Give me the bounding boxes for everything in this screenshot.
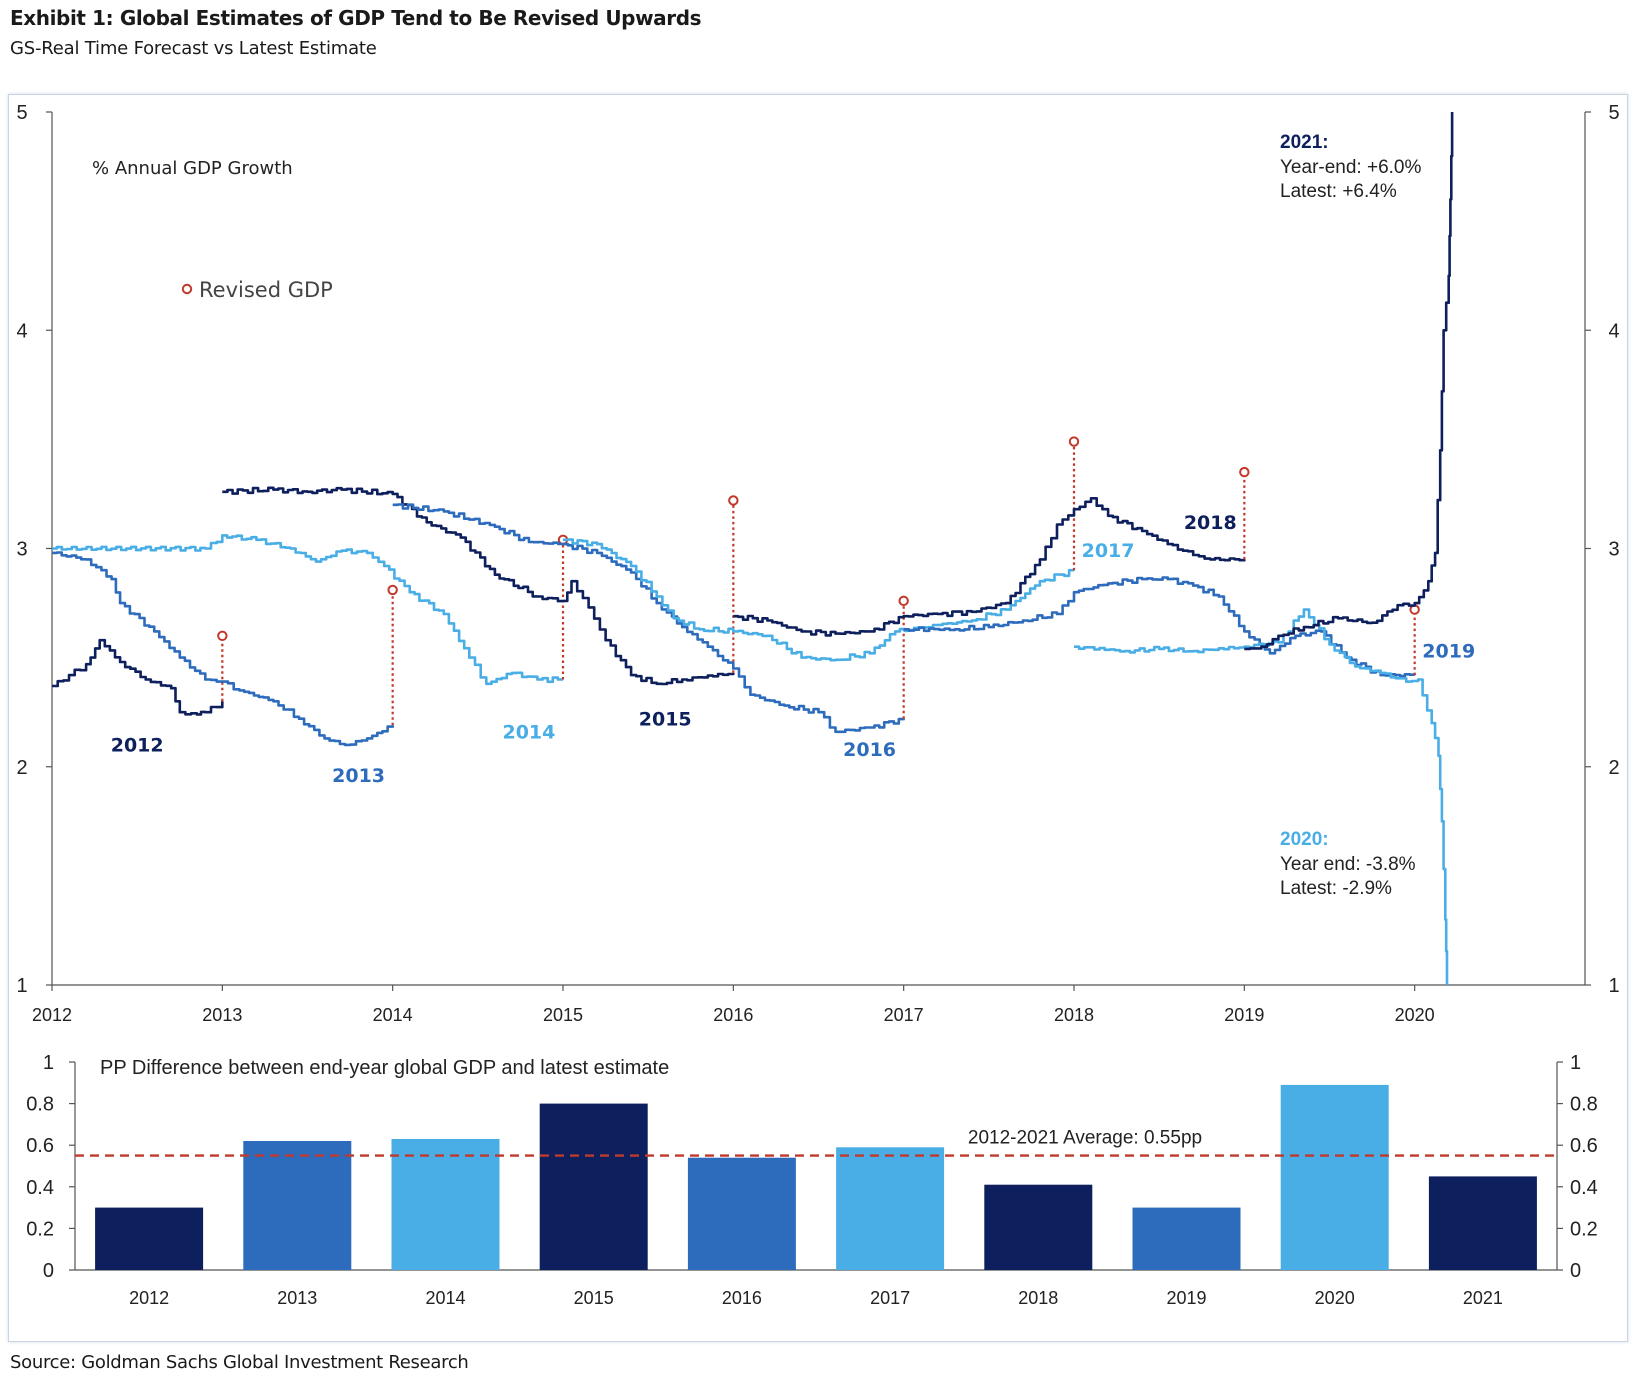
series-line-2020 [1074, 608, 1449, 985]
x-tick-label: 2014 [373, 1005, 413, 1025]
series-label-2015: 2015 [639, 708, 692, 730]
series-line-2021 [1244, 112, 1454, 651]
bar-chart: PP Difference between end-year global GD… [26, 1052, 1598, 1308]
series-line-2013 [52, 551, 394, 747]
bar-2015 [539, 1103, 648, 1270]
bar-y-tick-label-left: 0.6 [26, 1135, 54, 1157]
series-label-2012: 2012 [111, 734, 164, 756]
bar-y-tick-label-right: 0.2 [1570, 1218, 1598, 1240]
revised-marker-2012 [217, 630, 228, 641]
bar-x-label: 2015 [574, 1288, 614, 1308]
x-tick-label: 2015 [543, 1005, 583, 1025]
chart-subtitle: GS-Real Time Forecast vs Latest Estimate [10, 38, 377, 59]
bar-y-tick-label-right: 1 [1570, 1052, 1581, 1074]
annotation-2021: 2021: Year-end: +6.0% Latest: +6.4% [1280, 132, 1421, 202]
annotation-2020-latest: Latest: -2.9% [1280, 878, 1392, 899]
revised-marker-2017 [1068, 436, 1080, 447]
bar-y-tick-label-left: 0 [43, 1260, 54, 1282]
x-tick-label: 2018 [1054, 1005, 1094, 1025]
bar-y-tick-label-left: 0.4 [26, 1177, 54, 1199]
bar-2016 [687, 1157, 796, 1270]
bar-y-tick-label-right: 0.8 [1570, 1094, 1598, 1116]
y-tick-label-right: 4 [1608, 320, 1619, 342]
y-tick-label-left: 4 [16, 320, 27, 342]
bar-chart-caption: PP Difference between end-year global GD… [100, 1057, 669, 1079]
bar-y-tick-label-right: 0.4 [1570, 1177, 1598, 1199]
y-tick-label-left: 5 [16, 102, 27, 124]
bar-x-label: 2012 [129, 1288, 169, 1308]
series-line-2019 [903, 576, 1416, 678]
revised-marker-2015 [728, 495, 739, 506]
annotation-2021-heading: 2021: [1280, 132, 1329, 153]
bar-x-label: 2021 [1463, 1288, 1503, 1308]
bar-y-tick-label-right: 0 [1570, 1260, 1581, 1282]
series-label-2014: 2014 [502, 721, 555, 743]
legend-revised-label: Revised GDP [199, 278, 333, 302]
series-label-2017: 2017 [1082, 540, 1135, 562]
annotation-2020-heading: 2020: [1280, 829, 1329, 850]
revised-marker-2013 [387, 584, 398, 596]
bar-x-label: 2016 [722, 1288, 762, 1308]
bar-x-label: 2019 [1166, 1288, 1206, 1308]
bar-y-tick-label-right: 0.6 [1570, 1135, 1598, 1157]
annotation-2020-year-end: Year end: -3.8% [1280, 854, 1416, 875]
revised-marker-2016 [898, 595, 909, 607]
series-line-2016 [392, 503, 905, 734]
bar-2018 [984, 1184, 1093, 1270]
series-line-2018 [733, 497, 1246, 637]
bar-2013 [243, 1141, 352, 1270]
chart-title: Exhibit 1: Global Estimates of GDP Tend … [10, 6, 702, 30]
bar-2012 [95, 1207, 204, 1270]
series-line-2012 [52, 638, 224, 716]
line-chart: % Annual GDP Growth Revised GDP 2021: Ye… [16, 102, 1619, 1025]
y-tick-label-right: 5 [1608, 102, 1619, 124]
x-tick-label: 2017 [884, 1005, 924, 1025]
bar-2017 [836, 1147, 945, 1270]
x-tick-label: 2020 [1395, 1005, 1435, 1025]
series-line-2014 [52, 534, 563, 686]
y-tick-label-right: 3 [1608, 539, 1619, 561]
annotation-2021-latest: Latest: +6.4% [1280, 181, 1397, 202]
revised-marker-2018 [1239, 466, 1250, 478]
y-tick-label-right: 2 [1608, 757, 1619, 779]
series-line-2015 [222, 486, 735, 686]
y-tick-label-left: 3 [16, 539, 27, 561]
bar-2014 [391, 1139, 500, 1270]
source-note: Source: Goldman Sachs Global Investment … [10, 1352, 469, 1373]
bar-y-tick-label-left: 0.2 [26, 1218, 54, 1240]
bar-x-label: 2020 [1315, 1288, 1355, 1308]
average-label: 2012-2021 Average: 0.55pp [968, 1128, 1202, 1149]
series-label-2019: 2019 [1422, 641, 1475, 663]
y-tick-label-left: 2 [16, 757, 27, 779]
bar-x-label: 2017 [870, 1288, 910, 1308]
bar-2021 [1428, 1176, 1537, 1270]
series-line-2017 [563, 538, 1076, 662]
bar-y-tick-label-left: 1 [43, 1052, 54, 1074]
legend-revised-marker [181, 283, 193, 295]
line-chart-caption: % Annual GDP Growth [92, 158, 293, 179]
x-tick-label: 2016 [713, 1005, 753, 1025]
annotation-2021-year-end: Year-end: +6.0% [1280, 157, 1421, 178]
bar-x-label: 2013 [277, 1288, 317, 1308]
x-tick-label: 2013 [202, 1005, 242, 1025]
y-tick-label-left: 1 [16, 975, 27, 997]
bar-2020 [1280, 1084, 1389, 1270]
annotation-2020: 2020: Year end: -3.8% Latest: -2.9% [1280, 829, 1416, 899]
bar-x-label: 2018 [1018, 1288, 1058, 1308]
chart-frame [8, 94, 1628, 1342]
series-label-2016: 2016 [843, 739, 896, 761]
bar-2019 [1132, 1207, 1241, 1270]
series-label-2013: 2013 [332, 765, 385, 787]
y-tick-label-right: 1 [1608, 975, 1619, 997]
bar-x-label: 2014 [425, 1288, 465, 1308]
x-tick-label: 2012 [32, 1005, 72, 1025]
x-tick-label: 2019 [1224, 1005, 1264, 1025]
bar-y-tick-label-left: 0.8 [26, 1094, 54, 1116]
series-label-2018: 2018 [1184, 512, 1237, 534]
